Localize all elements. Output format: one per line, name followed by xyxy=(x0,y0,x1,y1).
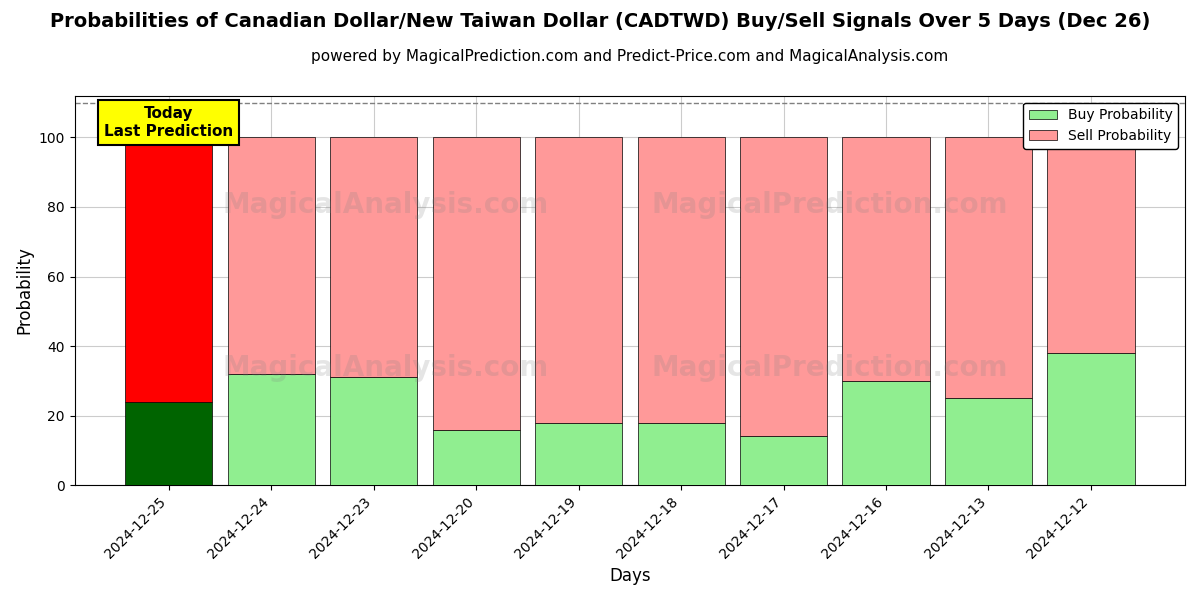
Bar xyxy=(740,436,827,485)
Bar xyxy=(125,402,212,485)
Bar xyxy=(330,137,418,377)
Text: MagicalAnalysis.com: MagicalAnalysis.com xyxy=(222,191,548,219)
Bar xyxy=(535,422,622,485)
Bar xyxy=(1048,353,1134,485)
Text: MagicalPrediction.com: MagicalPrediction.com xyxy=(652,355,1008,382)
Bar xyxy=(637,422,725,485)
Y-axis label: Probability: Probability xyxy=(16,247,34,334)
Bar xyxy=(432,137,520,430)
Bar xyxy=(125,137,212,402)
Bar xyxy=(535,137,622,422)
Title: powered by MagicalPrediction.com and Predict-Price.com and MagicalAnalysis.com: powered by MagicalPrediction.com and Pre… xyxy=(311,49,948,64)
Text: Today
Last Prediction: Today Last Prediction xyxy=(104,106,233,139)
Bar xyxy=(228,137,314,374)
Bar xyxy=(637,137,725,422)
Bar xyxy=(228,374,314,485)
Bar xyxy=(432,430,520,485)
Text: MagicalPrediction.com: MagicalPrediction.com xyxy=(652,191,1008,219)
Bar xyxy=(944,137,1032,398)
Bar xyxy=(740,137,827,436)
Legend: Buy Probability, Sell Probability: Buy Probability, Sell Probability xyxy=(1024,103,1178,149)
Bar xyxy=(842,137,930,381)
X-axis label: Days: Days xyxy=(610,567,650,585)
Bar xyxy=(944,398,1032,485)
Bar xyxy=(842,381,930,485)
Text: Probabilities of Canadian Dollar/New Taiwan Dollar (CADTWD) Buy/Sell Signals Ove: Probabilities of Canadian Dollar/New Tai… xyxy=(50,12,1150,31)
Bar xyxy=(330,377,418,485)
Bar xyxy=(1048,137,1134,353)
Text: MagicalAnalysis.com: MagicalAnalysis.com xyxy=(222,355,548,382)
